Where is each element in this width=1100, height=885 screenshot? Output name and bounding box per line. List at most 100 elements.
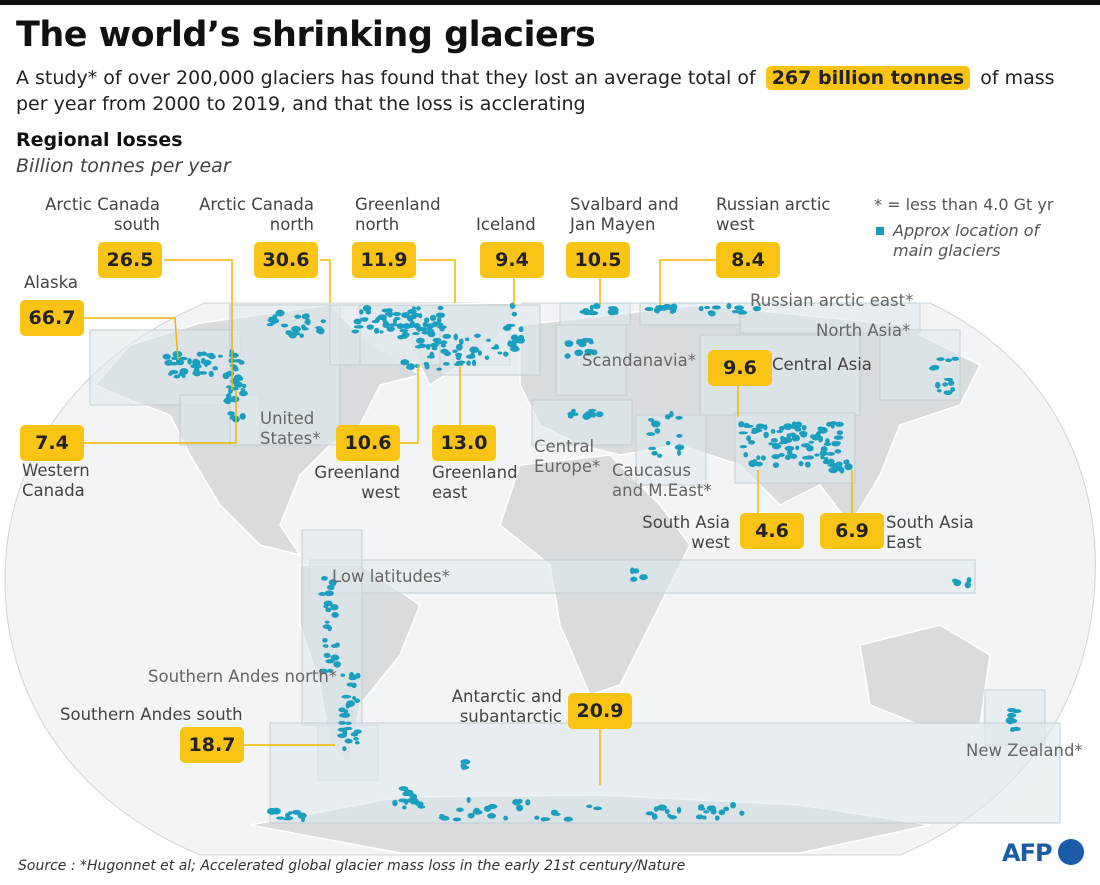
glacier: [238, 360, 245, 365]
leader-line: [400, 365, 419, 444]
glacier: [208, 370, 214, 378]
glacier: [950, 387, 956, 392]
glacier: [359, 309, 364, 315]
region-label: Greenland west: [314, 463, 400, 502]
region-value: 18.7: [180, 727, 244, 763]
glacier: [823, 456, 829, 461]
glacier: [770, 438, 779, 443]
glacier: [697, 804, 705, 810]
glacier: [274, 318, 280, 324]
glacier: [704, 305, 711, 310]
glacier: [751, 428, 761, 433]
glacier: [325, 607, 332, 613]
glacier: [352, 695, 357, 701]
glacier: [411, 312, 421, 318]
glacier: [355, 672, 361, 679]
glacier: [401, 312, 410, 319]
glacier: [564, 353, 571, 359]
glacier: [205, 353, 212, 357]
glacier: [778, 425, 785, 431]
glacier: [818, 426, 828, 434]
glacier: [953, 579, 962, 587]
glacier: [484, 355, 490, 360]
region-value: 6.9: [820, 513, 884, 549]
glacier: [947, 380, 955, 386]
glacier: [633, 568, 640, 574]
glacier: [497, 351, 503, 355]
glacier: [837, 465, 843, 472]
source: Source : *Hugonnet et al; Accelerated gl…: [18, 858, 686, 874]
glacier: [294, 314, 302, 319]
glacier: [272, 314, 278, 319]
glacier: [784, 454, 791, 461]
subtitle-text: A study* of over 200,000 glaciers has fo…: [16, 67, 756, 89]
glacier: [346, 682, 355, 687]
glacier: [280, 323, 289, 328]
region-label: Arctic Canada north: [199, 195, 314, 234]
glacier: [382, 317, 387, 323]
glacier: [789, 453, 798, 459]
glacier: [930, 364, 940, 371]
glacier: [936, 389, 942, 393]
glacier: [564, 340, 574, 347]
glacier: [657, 804, 667, 811]
glacier: [440, 340, 448, 345]
glacier: [424, 363, 430, 370]
leader-line: [164, 259, 233, 390]
glacier: [411, 794, 416, 800]
glacier: [426, 324, 432, 332]
glacier: [320, 319, 327, 324]
minor-region-label: Caucasus and M.East*: [612, 461, 712, 500]
glacier: [424, 317, 430, 323]
glacier: [677, 449, 682, 456]
glacier: [675, 415, 683, 420]
glacier: [808, 440, 815, 444]
glacier: [744, 424, 754, 428]
glacier: [232, 367, 239, 372]
glacier: [384, 312, 391, 316]
minor-region-label: Russian arctic east*: [750, 291, 914, 310]
glacier: [353, 729, 362, 734]
glacier: [323, 652, 331, 659]
glacier: [425, 343, 431, 350]
glacier: [239, 412, 246, 420]
glacier: [486, 338, 491, 342]
glacier: [173, 374, 181, 379]
glacier: [442, 361, 450, 366]
glacier: [471, 359, 477, 367]
glacier: [771, 454, 781, 460]
glacier: [353, 737, 359, 741]
glacier: [614, 309, 619, 315]
glacier: [835, 435, 840, 440]
glacier: [330, 643, 339, 648]
glacier: [168, 372, 173, 376]
glacier: [292, 809, 302, 815]
region-label: South Asia East: [886, 513, 974, 552]
glacier: [452, 817, 462, 822]
glacier: [293, 332, 301, 336]
glacier: [427, 330, 436, 338]
glacier: [509, 346, 520, 352]
glacier: [586, 804, 593, 809]
glacier: [291, 325, 301, 333]
glacier: [266, 323, 274, 327]
glacier: [1011, 726, 1021, 732]
glacier: [791, 434, 801, 442]
glacier: [323, 600, 333, 607]
subtitle: A study* of over 200,000 glaciers has fo…: [16, 65, 1076, 117]
region-area: [739, 302, 921, 334]
glacier: [375, 317, 380, 322]
glacier: [399, 328, 409, 333]
glacier: [417, 805, 426, 809]
glacier: [389, 323, 398, 327]
leader-line: [659, 259, 716, 305]
glacier: [465, 337, 470, 342]
glacier: [340, 673, 346, 678]
glacier: [607, 306, 618, 310]
glacier: [518, 326, 524, 333]
glacier: [582, 413, 591, 420]
glacier: [669, 410, 674, 418]
glacier: [698, 306, 704, 312]
glacier: [674, 444, 685, 451]
